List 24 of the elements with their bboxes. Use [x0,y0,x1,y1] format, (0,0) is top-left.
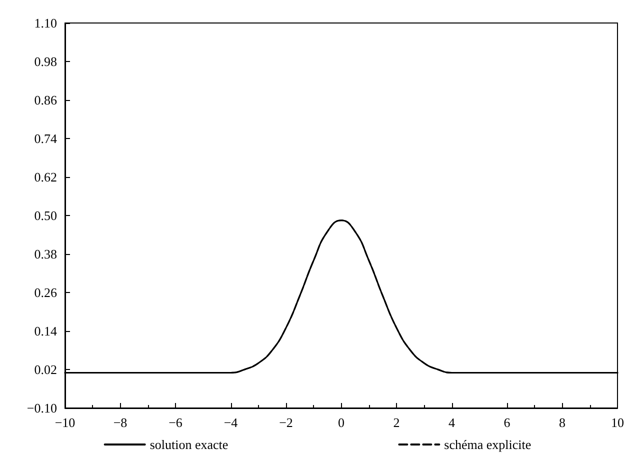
y-tick-label: 0.02 [34,362,57,377]
y-tick-label: 0.50 [34,208,57,223]
x-tick-label: −2 [279,415,293,430]
y-tick-label: −0.10 [26,400,57,416]
y-tick-label: 0.86 [34,92,58,108]
x-tick-label: 6 [504,415,511,430]
y-tick-label: 1.10 [34,16,57,30]
y-tick-label: 0.62 [34,170,57,184]
legend-label: schéma explicite [444,437,532,452]
y-tick-label: 0.26 [34,285,58,300]
x-tick-label: −10 [54,415,76,430]
x-tick-label: −8 [113,415,128,430]
x-tick-label: −4 [224,415,238,430]
x-tick-label: 8 [559,415,566,430]
legend-label: solution exacte [150,437,228,452]
y-tick-label: 0.74 [34,131,58,146]
y-tick-label: 0.98 [34,54,57,69]
x-tick-label: 4 [448,415,456,430]
x-tick-label: −6 [168,415,183,430]
y-tick-label: 0.14 [34,324,58,338]
x-tick-label: 10 [611,415,624,430]
y-tick-label: 0.38 [34,246,57,262]
x-tick-label: 2 [393,415,400,430]
x-tick-label: 0 [338,415,344,430]
